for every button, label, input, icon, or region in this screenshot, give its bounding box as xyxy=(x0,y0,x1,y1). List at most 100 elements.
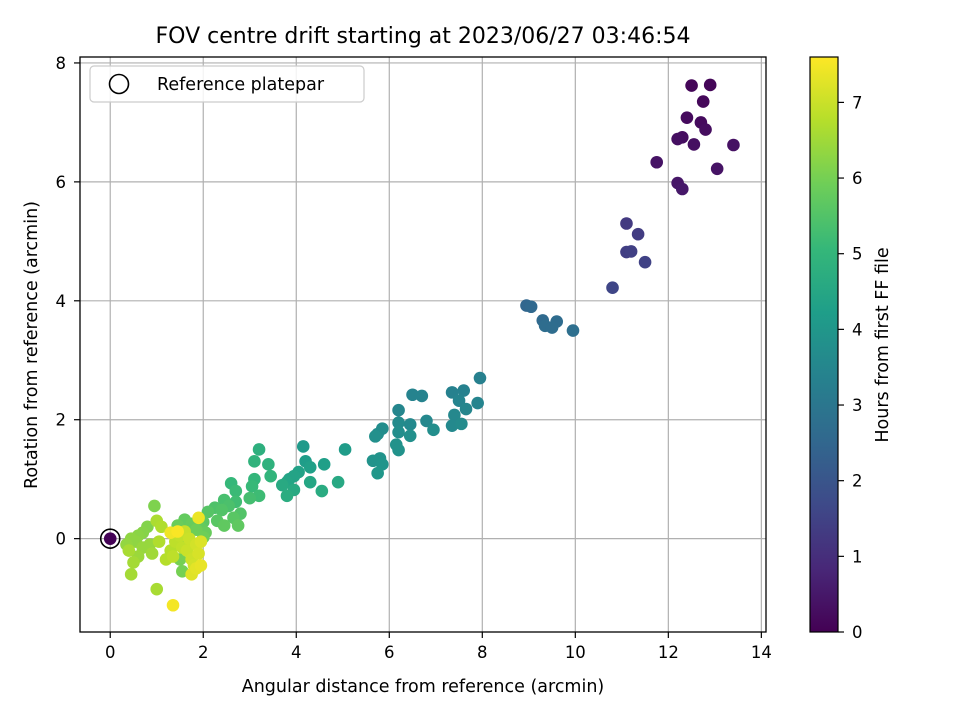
data-point xyxy=(231,519,245,532)
reference-platepar-marker xyxy=(99,528,121,549)
data-point xyxy=(194,559,208,572)
data-point xyxy=(710,162,724,176)
data-point xyxy=(392,443,405,457)
y-tick-label: 8 xyxy=(56,54,67,73)
data-point xyxy=(392,416,405,429)
chart-title: FOV centre drift starting at 2023/06/27 … xyxy=(156,24,691,49)
data-point xyxy=(696,95,710,108)
data-point xyxy=(150,582,164,596)
data-point xyxy=(152,535,166,548)
data-point xyxy=(243,491,257,505)
colorbar-label: Hours from first FF file xyxy=(873,247,893,442)
x-tick-label: 14 xyxy=(751,643,772,662)
data-point xyxy=(215,503,229,517)
data-point xyxy=(317,458,331,471)
data-point xyxy=(524,300,538,314)
data-point xyxy=(171,525,184,538)
data-point xyxy=(624,245,638,258)
x-tick-label: 0 xyxy=(105,643,116,662)
y-tick-label: 0 xyxy=(56,530,67,549)
data-point xyxy=(727,138,740,152)
colorbar xyxy=(809,56,839,633)
data-point xyxy=(127,556,140,569)
y-tick-label: 2 xyxy=(56,411,67,430)
colorbar-tick-label: 7 xyxy=(852,93,863,112)
data-point xyxy=(459,402,473,416)
y-tick-label: 6 xyxy=(56,173,67,192)
data-point xyxy=(457,384,470,397)
data-point xyxy=(620,217,633,230)
legend: Reference platepar xyxy=(89,65,365,103)
colorbar-tick-label: 1 xyxy=(852,547,863,566)
data-point xyxy=(369,430,382,443)
data-points xyxy=(103,78,740,612)
data-point xyxy=(675,182,689,196)
data-point xyxy=(427,423,440,437)
data-point xyxy=(155,520,168,534)
data-point xyxy=(252,443,266,456)
colorbar-tick-label: 0 xyxy=(852,623,863,642)
data-point xyxy=(392,425,405,439)
data-point xyxy=(122,544,136,557)
data-point xyxy=(201,505,215,519)
data-point xyxy=(194,535,208,548)
x-tick-label: 10 xyxy=(565,643,586,662)
data-point xyxy=(296,440,310,453)
y-axis-ticks: 0 2 4 6 8 xyxy=(56,54,80,549)
data-point xyxy=(699,123,712,136)
colorbar-tick-label: 6 xyxy=(852,169,863,188)
colorbar-tick-label: 3 xyxy=(852,396,863,415)
data-point xyxy=(650,155,664,169)
data-point xyxy=(331,475,345,489)
data-point xyxy=(445,419,459,432)
data-point xyxy=(371,466,384,480)
data-point xyxy=(124,568,138,581)
data-point xyxy=(145,547,159,560)
data-point xyxy=(148,499,161,513)
data-point xyxy=(103,532,117,545)
data-point xyxy=(638,255,652,269)
colorbar-ticks: 0 1 2 3 4 5 6 7 xyxy=(838,93,863,642)
data-point xyxy=(303,460,317,474)
data-point xyxy=(303,475,317,489)
data-point xyxy=(166,598,180,612)
data-point xyxy=(687,138,701,151)
data-point xyxy=(680,111,694,124)
y-axis-label: Rotation from reference (arcmin) xyxy=(22,201,42,489)
x-tick-label: 4 xyxy=(291,643,302,662)
colorbar-tick-label: 5 xyxy=(852,245,863,264)
data-point xyxy=(264,469,277,483)
data-point xyxy=(685,79,698,92)
data-point xyxy=(192,547,205,560)
data-point xyxy=(315,484,329,498)
legend-entry-reference-platepar: Reference platepar xyxy=(157,75,325,95)
x-tick-label: 12 xyxy=(658,643,679,662)
data-point xyxy=(245,480,259,493)
data-point xyxy=(452,394,466,407)
data-point xyxy=(545,321,559,334)
x-axis-label: Angular distance from reference (arcmin) xyxy=(242,677,605,697)
data-point xyxy=(420,414,433,428)
data-point xyxy=(217,519,231,532)
data-point xyxy=(445,386,459,399)
data-point xyxy=(471,396,484,410)
data-point xyxy=(448,408,461,422)
data-point xyxy=(262,458,275,471)
colorbar-tick-label: 2 xyxy=(852,472,863,491)
data-point xyxy=(229,484,243,498)
data-point xyxy=(338,443,352,456)
data-point xyxy=(671,132,684,146)
data-point xyxy=(403,418,417,431)
x-axis-ticks: 0 2 4 6 8 10 12 14 xyxy=(105,632,772,662)
data-point xyxy=(406,388,419,402)
y-tick-label: 4 xyxy=(56,292,67,311)
data-point xyxy=(606,281,619,295)
data-point xyxy=(192,511,205,525)
data-point xyxy=(276,478,289,492)
data-point xyxy=(415,389,429,403)
reference-marker-layer xyxy=(99,528,121,549)
plot-frame xyxy=(79,56,767,633)
data-point xyxy=(392,403,405,417)
